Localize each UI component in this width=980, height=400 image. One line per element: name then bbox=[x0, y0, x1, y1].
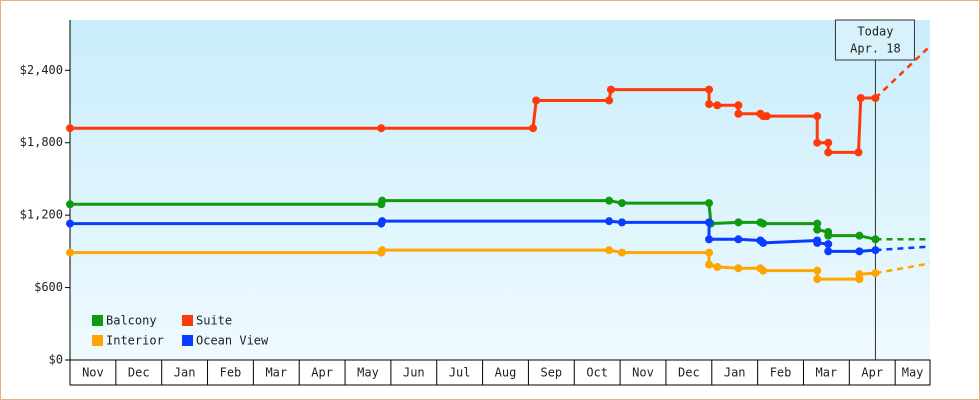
y-tick-label: $1,800 bbox=[20, 135, 63, 149]
legend-label: Suite bbox=[196, 314, 232, 328]
point bbox=[617, 199, 626, 208]
legend-label: Balcony bbox=[106, 314, 157, 328]
x-tick-label: Aug bbox=[495, 366, 517, 380]
series-line bbox=[70, 248, 876, 281]
point bbox=[734, 109, 743, 118]
point bbox=[855, 247, 864, 256]
point bbox=[856, 94, 865, 103]
y-tick-label: $1,200 bbox=[20, 208, 63, 222]
x-tick-label: Jan bbox=[174, 366, 196, 380]
point bbox=[871, 94, 880, 103]
point bbox=[605, 96, 614, 105]
x-tick-label: May bbox=[902, 366, 924, 380]
point bbox=[606, 85, 615, 94]
point bbox=[605, 196, 614, 205]
x-tick-label: Feb bbox=[770, 366, 792, 380]
legend-label: Ocean View bbox=[196, 334, 269, 348]
forecast-line bbox=[874, 45, 931, 99]
point bbox=[66, 219, 74, 228]
forecast-line bbox=[875, 262, 931, 275]
point bbox=[617, 248, 626, 257]
point bbox=[705, 235, 714, 244]
today-label: Apr. 18 bbox=[850, 42, 901, 56]
point bbox=[813, 219, 822, 228]
point bbox=[378, 246, 387, 255]
point bbox=[378, 196, 387, 205]
point bbox=[824, 148, 833, 157]
point bbox=[529, 124, 538, 133]
x-tick-label: Mar bbox=[816, 366, 838, 380]
x-tick-label: Jun bbox=[403, 366, 425, 380]
legend-swatch bbox=[92, 335, 103, 346]
x-tick-label: Sep bbox=[540, 366, 562, 380]
x-tick-label: Apr bbox=[861, 366, 883, 380]
x-tick-label: Dec bbox=[128, 366, 150, 380]
today-label: Today bbox=[857, 25, 893, 39]
point bbox=[871, 235, 880, 244]
legend-swatch bbox=[92, 315, 103, 326]
point bbox=[813, 138, 822, 147]
point bbox=[824, 247, 833, 256]
point bbox=[713, 263, 722, 272]
point bbox=[66, 200, 74, 209]
y-tick-label: $600 bbox=[34, 280, 63, 294]
y-tick-label: $2,400 bbox=[20, 63, 63, 77]
point bbox=[617, 218, 626, 227]
point bbox=[855, 231, 864, 240]
point bbox=[605, 246, 614, 255]
point bbox=[734, 264, 743, 273]
point bbox=[734, 218, 743, 227]
point bbox=[813, 225, 822, 234]
x-tick-label: Oct bbox=[586, 366, 608, 380]
x-tick-label: Dec bbox=[678, 366, 700, 380]
point bbox=[705, 248, 714, 257]
point bbox=[813, 275, 822, 284]
point bbox=[854, 148, 863, 157]
point bbox=[377, 124, 386, 133]
point bbox=[705, 85, 714, 94]
x-tick-label: Nov bbox=[632, 366, 654, 380]
point bbox=[605, 217, 614, 226]
point bbox=[871, 269, 880, 278]
point bbox=[813, 238, 822, 247]
plot-area bbox=[70, 20, 930, 360]
point bbox=[713, 101, 722, 110]
point bbox=[705, 260, 714, 269]
point bbox=[813, 266, 822, 275]
x-tick-label: Nov bbox=[82, 366, 104, 380]
point bbox=[855, 270, 864, 279]
legend-swatch bbox=[182, 315, 193, 326]
x-tick-label: Apr bbox=[311, 366, 333, 380]
x-tick-label: Mar bbox=[265, 366, 287, 380]
point bbox=[824, 138, 833, 147]
legend-swatch bbox=[182, 335, 193, 346]
point bbox=[705, 218, 714, 227]
point bbox=[762, 112, 771, 121]
forecast-line bbox=[875, 245, 931, 252]
point bbox=[759, 219, 768, 228]
x-tick-label: May bbox=[357, 366, 379, 380]
x-tick-label: Jul bbox=[449, 366, 471, 380]
point bbox=[871, 246, 880, 255]
x-tick-label: Feb bbox=[220, 366, 242, 380]
legend-label: Interior bbox=[106, 334, 164, 348]
point bbox=[824, 231, 833, 240]
point bbox=[734, 101, 743, 110]
point bbox=[378, 217, 387, 226]
point bbox=[705, 199, 714, 208]
point bbox=[66, 248, 74, 257]
point bbox=[759, 266, 768, 275]
point bbox=[705, 100, 714, 109]
point bbox=[813, 112, 822, 121]
point bbox=[66, 124, 74, 133]
x-tick-label: Jan bbox=[724, 366, 746, 380]
y-tick-label: $0 bbox=[49, 353, 63, 367]
point bbox=[759, 238, 768, 247]
point bbox=[734, 235, 743, 244]
point bbox=[824, 240, 833, 249]
today-box bbox=[834, 19, 915, 61]
point bbox=[532, 96, 541, 105]
